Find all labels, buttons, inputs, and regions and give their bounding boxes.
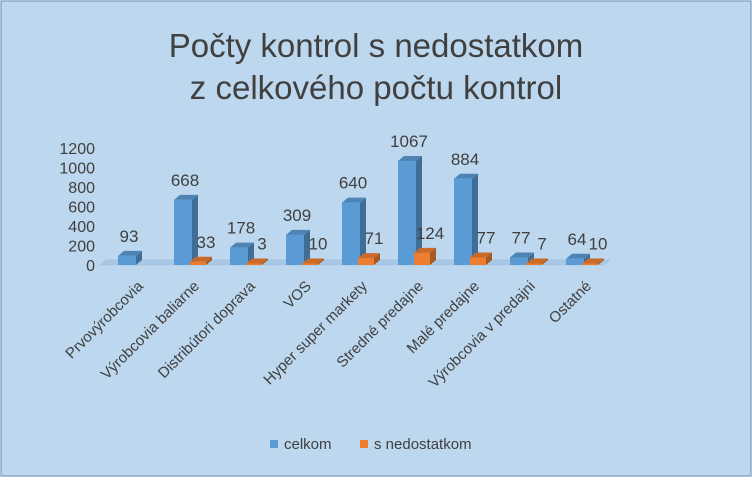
bar-celkom-6 — [454, 173, 478, 265]
chart-title-line-2: z celkového počtu kontrol — [190, 69, 562, 106]
data-label: 77 — [477, 228, 496, 247]
bar-celkom-1 — [174, 194, 198, 265]
bar-s-nedostatkom-4 — [358, 253, 380, 265]
bar-top — [454, 173, 478, 179]
y-tick-label: 1200 — [59, 141, 95, 158]
data-label: 884 — [451, 150, 479, 169]
legend-label: s nedostatkom — [374, 436, 472, 453]
y-tick-label: 200 — [68, 239, 95, 256]
data-label: 64 — [568, 230, 587, 249]
data-label: 178 — [227, 219, 255, 238]
bar-side — [206, 256, 212, 265]
bar-front — [246, 263, 262, 265]
bar-front — [118, 255, 136, 265]
chart-title-line-1: Počty kontrol s nedostatkom — [169, 27, 584, 64]
bar-top — [526, 258, 548, 264]
bar-s-nedostatkom-7 — [526, 258, 548, 265]
y-tick-label: 0 — [86, 258, 95, 275]
data-label: 668 — [171, 171, 199, 190]
bar-side — [472, 173, 478, 265]
bar-top — [286, 229, 310, 235]
data-label: 7 — [537, 235, 546, 254]
y-tick-label: 600 — [68, 200, 95, 217]
bar-top — [566, 253, 590, 259]
bar-s-nedostatkom-6 — [470, 252, 492, 265]
bar-celkom-4 — [342, 197, 366, 265]
bar-top — [398, 155, 422, 161]
bar-s-nedostatkom-5 — [414, 247, 436, 265]
bar-s-nedostatkom-1 — [190, 256, 212, 265]
data-label: 93 — [120, 227, 139, 246]
data-label: 124 — [416, 224, 444, 243]
bar-side — [486, 252, 492, 265]
bar-top — [246, 258, 268, 264]
bar-s-nedostatkom-8 — [582, 258, 604, 265]
bar-celkom-5 — [398, 155, 422, 265]
data-label: 1067 — [390, 132, 428, 151]
bar-front — [510, 257, 528, 265]
legend-swatch-s-nedostatkom — [360, 440, 368, 448]
bar-front — [454, 178, 472, 265]
bar-top — [358, 253, 380, 259]
bar-side — [318, 258, 324, 265]
bar-front — [470, 257, 486, 265]
bar-celkom-3 — [286, 229, 310, 265]
bar-side — [360, 197, 366, 265]
bar-front — [414, 252, 430, 265]
legend-label: celkom — [284, 436, 332, 453]
bar-front — [286, 234, 304, 265]
bar-top — [582, 258, 604, 264]
bar-front — [342, 202, 360, 265]
legend-swatch-celkom — [270, 440, 278, 448]
bar-s-nedostatkom-2 — [246, 258, 268, 265]
data-label: 10 — [589, 235, 608, 254]
bar-top — [118, 250, 142, 256]
data-label: 640 — [339, 174, 367, 193]
bar-s-nedostatkom-3 — [302, 258, 324, 265]
data-label: 3 — [257, 235, 266, 254]
bar-side — [598, 258, 604, 265]
bar-side — [192, 194, 198, 265]
bar-front — [358, 258, 374, 265]
data-label: 33 — [197, 233, 216, 252]
bar-side — [374, 253, 380, 265]
bar-front — [526, 263, 542, 265]
data-label: 10 — [309, 235, 328, 254]
bar-front — [566, 258, 584, 265]
bar-side — [416, 155, 422, 265]
y-tick-label: 400 — [68, 219, 95, 236]
data-label: 71 — [365, 229, 384, 248]
bar-top — [174, 194, 198, 200]
bar-side — [542, 258, 548, 265]
bar-top — [342, 197, 366, 203]
bar-front — [174, 199, 192, 265]
bar-front — [230, 247, 248, 265]
y-tick-label: 1000 — [59, 161, 95, 178]
bar-top — [230, 242, 254, 248]
bar-top — [470, 252, 492, 258]
bar-side — [262, 258, 268, 265]
bar-side — [430, 247, 436, 265]
data-label: 309 — [283, 206, 311, 225]
legend: celkom s nedostatkom — [270, 436, 472, 453]
bar-front — [302, 263, 318, 265]
bar-front — [582, 263, 598, 265]
bar-side — [304, 229, 310, 265]
bar-top — [510, 252, 534, 258]
bar-celkom-0 — [118, 250, 142, 265]
bar-top — [302, 258, 324, 264]
bar-front — [398, 160, 416, 265]
bar-side — [136, 250, 142, 265]
bar-front — [190, 261, 206, 265]
data-label: 77 — [512, 228, 531, 247]
y-tick-label: 800 — [68, 180, 95, 197]
bar-top — [190, 256, 212, 262]
bar-top — [414, 247, 436, 253]
chart-title: Počty kontrol s nedostatkom z celkového … — [169, 27, 584, 106]
